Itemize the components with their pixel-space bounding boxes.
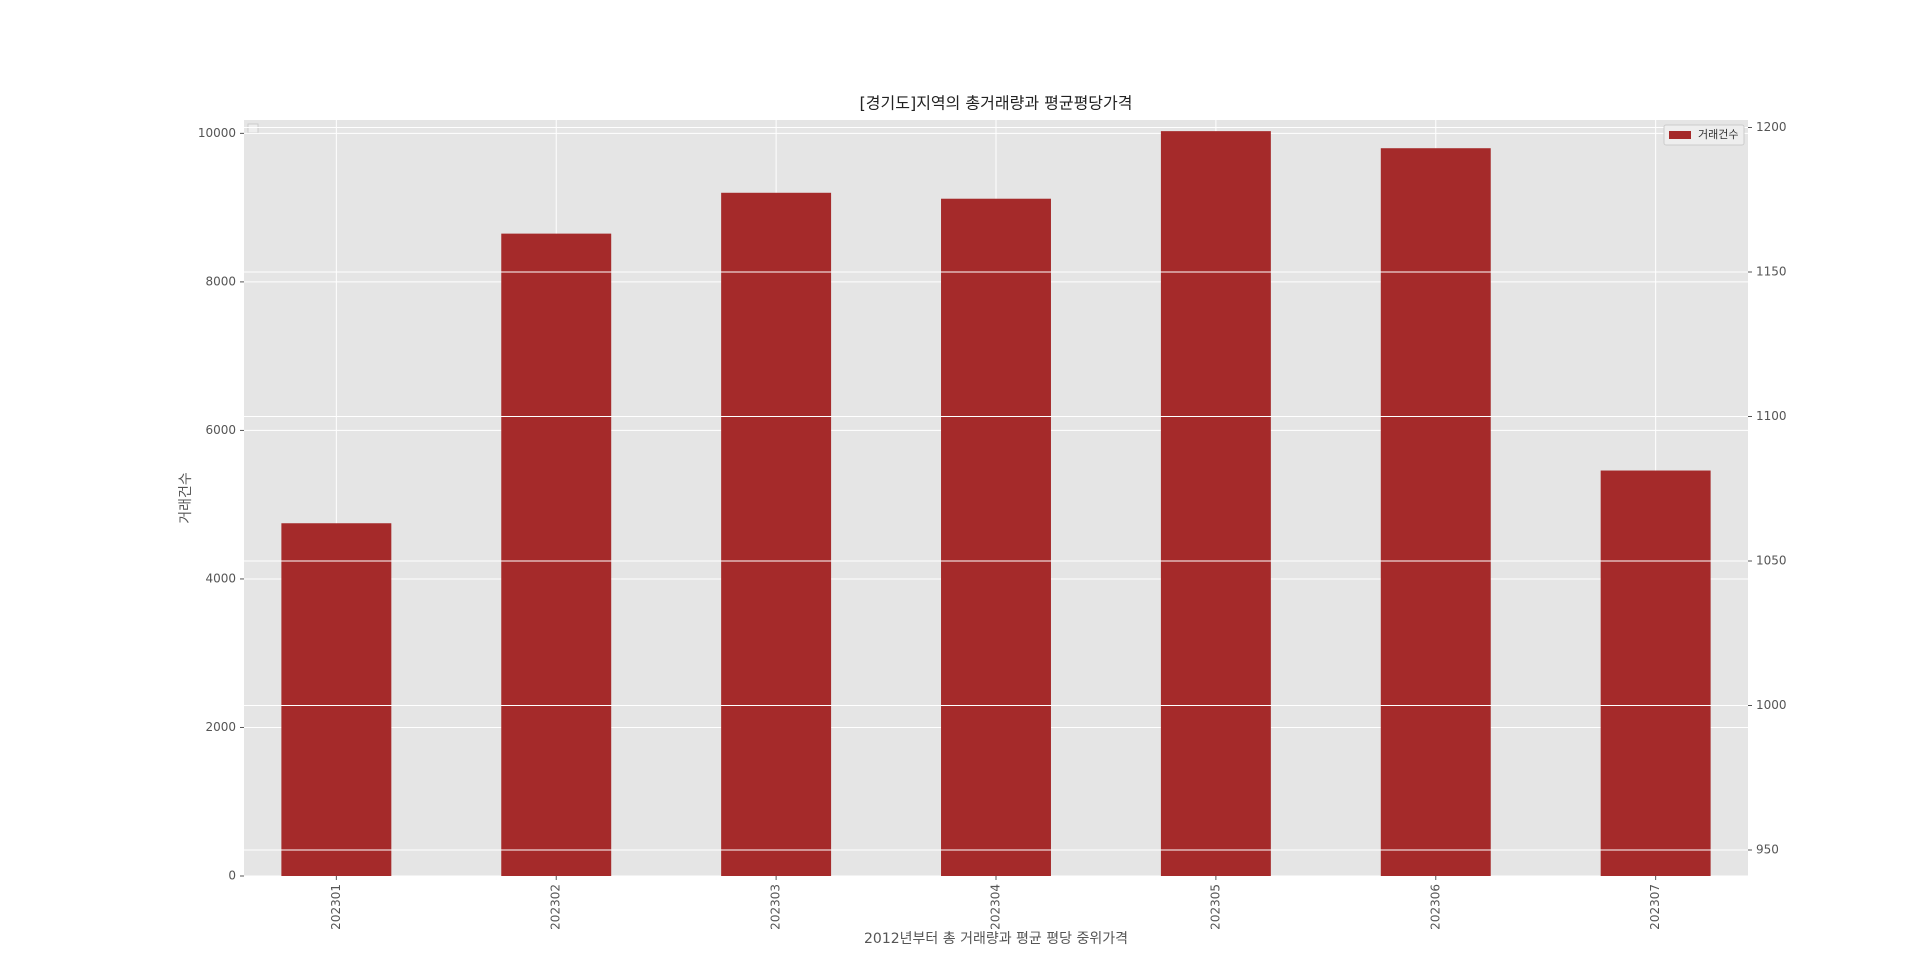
y2-tick-label: 950 <box>1756 842 1779 856</box>
y2-tick-label: 1200 <box>1756 120 1787 134</box>
x-tick-label: 202302 <box>549 884 563 930</box>
x-tick-label: 202301 <box>329 884 343 930</box>
bar <box>501 233 612 876</box>
x-tick-label: 202305 <box>1208 884 1222 930</box>
y-tick-label: 0 <box>228 869 236 883</box>
legend-box <box>1663 124 1745 146</box>
legend-label: 거래건수 <box>1698 128 1738 141</box>
x-tick-label: 202306 <box>1428 884 1442 930</box>
legend-swatch <box>1669 131 1691 139</box>
empty-legend <box>247 123 259 134</box>
y-tick-label: 8000 <box>205 274 236 288</box>
y2-tick-label: 1000 <box>1756 698 1787 712</box>
y-axis-label: 거래건수 <box>178 472 194 524</box>
y2-tick-label: 1050 <box>1756 554 1787 568</box>
bar <box>1160 131 1271 876</box>
bar <box>1600 470 1711 876</box>
y-tick-label: 4000 <box>205 571 236 585</box>
x-tick-label: 202304 <box>989 884 1003 930</box>
y-tick-label: 2000 <box>205 720 236 734</box>
x-tick-label: 202307 <box>1648 884 1662 930</box>
y2-tick-label: 1150 <box>1756 265 1787 279</box>
bar <box>1380 148 1491 876</box>
bar <box>721 192 832 876</box>
bar <box>281 523 392 876</box>
x-axis-label: 2012년부터 총 거래량과 평균 평당 중위가격 <box>864 931 1128 947</box>
x-tick-label: 202303 <box>769 884 783 930</box>
y-tick-label: 10000 <box>198 126 236 140</box>
bar <box>941 198 1051 876</box>
y-tick-label: 6000 <box>205 423 236 437</box>
y2-tick-label: 1100 <box>1756 409 1787 423</box>
chart-title: [경기도]지역의 총거래량과 평균평당가격 <box>860 94 1133 113</box>
